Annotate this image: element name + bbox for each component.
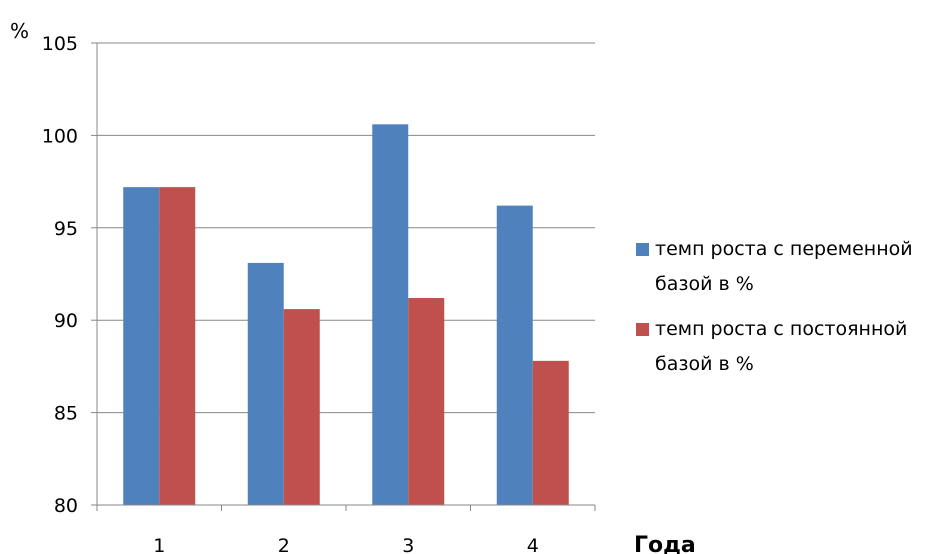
y-tick-label-105: 105 <box>42 33 78 55</box>
bar-series-1-cat-2 <box>247 262 284 505</box>
bar-series-2-cat-3 <box>408 298 445 505</box>
y-tick-label-85: 85 <box>54 403 78 425</box>
x-tick-label-1: 1 <box>153 535 165 554</box>
x-axis-title: Года <box>634 533 696 554</box>
legend-item-variable-base: темп роста с переменной базой в % <box>636 232 931 302</box>
legend-swatch-variable-base <box>636 243 649 256</box>
axes <box>91 42 596 511</box>
x-tick-label-4: 4 <box>527 535 539 554</box>
x-tick-labels: 1 2 3 4 <box>153 535 539 554</box>
y-tick-label-90: 90 <box>54 310 78 332</box>
bar-series-1-cat-3 <box>372 124 409 505</box>
legend-label-variable-base: темп роста с переменной базой в % <box>655 238 913 295</box>
y-tick-label-80: 80 <box>54 495 78 517</box>
bar-series-1-cat-1 <box>123 187 160 506</box>
x-tick-label-2: 2 <box>278 535 290 554</box>
legend-item-constant-base: темп роста с постоянной базой в % <box>636 312 931 382</box>
y-tick-label-95: 95 <box>54 218 78 240</box>
y-tick-label-100: 100 <box>42 125 78 147</box>
y-tick-labels: 80 85 90 95 100 105 <box>42 33 78 517</box>
bar-series-2-cat-1 <box>159 187 196 506</box>
legend-swatch-constant-base <box>636 323 649 336</box>
bars <box>123 124 569 506</box>
x-tick-label-3: 3 <box>402 535 414 554</box>
legend-label-constant-base: темп роста с постоянной базой в % <box>655 318 908 375</box>
legend: темп роста с переменной базой в % темп р… <box>636 232 931 392</box>
bar-series-2-cat-2 <box>283 309 320 505</box>
y-axis-title: % <box>10 19 29 43</box>
bar-series-2-cat-4 <box>532 360 569 505</box>
bar-series-1-cat-4 <box>496 205 533 505</box>
